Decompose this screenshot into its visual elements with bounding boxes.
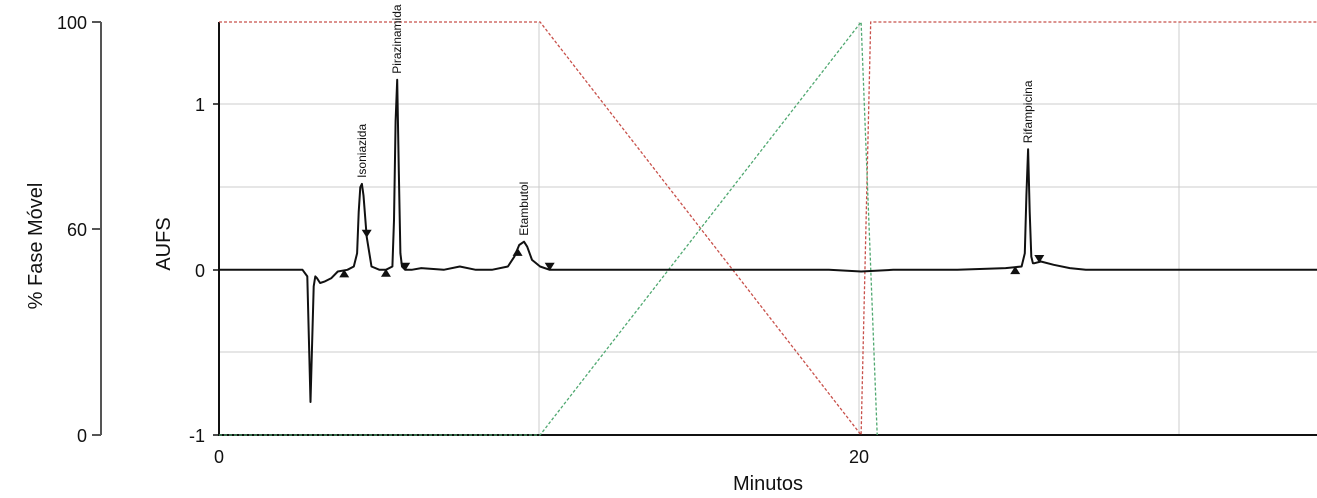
peak-label: Isoniazida (355, 124, 369, 178)
chromatogram-trace (219, 78, 1317, 403)
x-axis-title: Minutos (733, 473, 803, 495)
plot-axes: 1 0 -1 AUFS 0 20 Minutos (153, 22, 1317, 495)
x-tick-label: 0 (214, 447, 224, 467)
series-layer (219, 20, 1317, 437)
grid (219, 22, 1317, 435)
mobile-phase-green-line (219, 20, 878, 436)
peak-end-marker (361, 229, 372, 238)
mobile-phase-red-line (219, 21, 1317, 437)
left-tick-label: 0 (77, 426, 87, 446)
peak-label-layer: Isoniazida Pirazinamida Etambutol Rifampici… (355, 4, 1035, 236)
aufs-tick-label: 1 (195, 95, 205, 115)
peak-start-marker (339, 269, 350, 278)
peak-label: Etambutol (517, 182, 531, 236)
aufs-tick-label: -1 (189, 426, 205, 446)
peak-label: Pirazinamida (390, 4, 404, 74)
aufs-tick-label: 0 (195, 261, 205, 281)
peak-start-marker (512, 247, 523, 256)
left-tick-label: 100 (57, 13, 87, 33)
peak-label: Rifampicina (1021, 80, 1035, 143)
left-axis-title: % Fase Móvel (25, 183, 47, 310)
peak-start-marker (380, 268, 391, 277)
left-axis: 100 60 0 % Fase Móvel (25, 13, 102, 446)
aufs-axis-title: AUFS (153, 217, 175, 270)
peak-end-marker (400, 262, 411, 271)
x-tick-label: 20 (849, 447, 869, 467)
peak-end-marker (544, 262, 555, 271)
peak-marker-layer (339, 229, 1045, 278)
left-tick-label: 60 (67, 220, 87, 240)
peak-start-marker (1010, 266, 1021, 275)
peak-end-marker (1034, 254, 1045, 263)
